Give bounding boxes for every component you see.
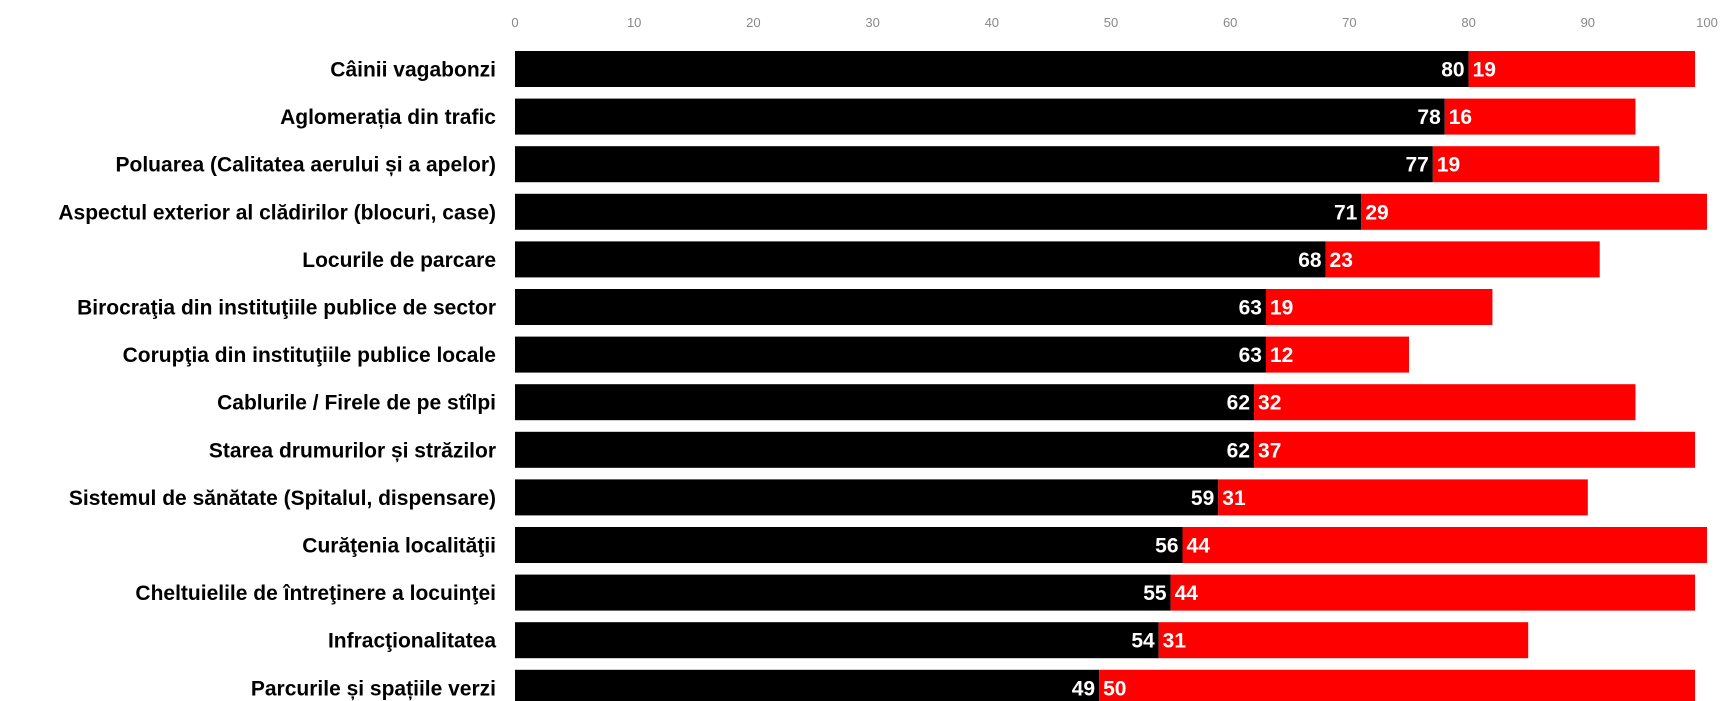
category-label: Aspectul exterior al clădirilor (blocuri… bbox=[58, 201, 496, 224]
x-tick-label: 20 bbox=[746, 15, 760, 30]
data-label: 23 bbox=[1330, 249, 1353, 272]
bar-segment-red bbox=[1099, 670, 1695, 701]
bar-segment-black bbox=[515, 289, 1266, 325]
data-label: 77 bbox=[1405, 154, 1428, 177]
data-label: 29 bbox=[1365, 201, 1388, 224]
bar-segment-black bbox=[515, 99, 1445, 135]
bar-segment-red bbox=[1254, 432, 1695, 468]
bar-segment-red bbox=[1218, 479, 1588, 515]
category-label: Cheltuielile de întreţinere a locuinţei bbox=[135, 582, 496, 605]
data-label: 19 bbox=[1437, 154, 1460, 177]
bar-segment-red bbox=[1361, 194, 1707, 230]
category-label: Parcurile și spațiile verzi bbox=[251, 677, 496, 700]
data-label: 19 bbox=[1270, 297, 1293, 320]
x-tick-label: 0 bbox=[511, 15, 518, 30]
data-label: 31 bbox=[1163, 630, 1187, 653]
data-label: 80 bbox=[1441, 59, 1464, 82]
x-tick-label: 90 bbox=[1581, 15, 1595, 30]
bar-segment-black bbox=[515, 241, 1326, 277]
data-label: 63 bbox=[1239, 297, 1262, 320]
category-label: Curăţenia localităţii bbox=[302, 535, 496, 558]
bars: 80 19 78 16 77 19 71 29 68 23 63 19 63 12 62 32 62 37 59 31… bbox=[515, 51, 1707, 701]
data-label: 78 bbox=[1417, 106, 1441, 129]
category-label: Aglomerația din trafic bbox=[280, 106, 496, 129]
x-tick-label: 10 bbox=[627, 15, 641, 30]
data-label: 32 bbox=[1258, 392, 1281, 415]
data-label: 68 bbox=[1298, 249, 1322, 272]
data-label: 50 bbox=[1103, 677, 1126, 700]
category-label: Câinii vagabonzi bbox=[330, 59, 496, 82]
category-labels: Câinii vagabonzi Aglomerația din trafic Po… bbox=[58, 59, 496, 701]
bar-segment-black bbox=[515, 670, 1099, 701]
category-label: Corupţia din instituţiile publice locale bbox=[123, 344, 496, 367]
data-label: 62 bbox=[1227, 392, 1250, 415]
category-label: Infracţionalitatea bbox=[328, 630, 496, 653]
data-label: 71 bbox=[1334, 201, 1358, 224]
x-tick-label: 60 bbox=[1223, 15, 1237, 30]
data-label: 62 bbox=[1227, 439, 1250, 462]
data-label: 54 bbox=[1131, 630, 1155, 653]
bar-segment-red bbox=[1469, 51, 1695, 87]
bar-segment-red bbox=[1254, 384, 1635, 420]
data-label: 44 bbox=[1187, 535, 1211, 558]
data-label: 12 bbox=[1270, 344, 1293, 367]
bar-segment-black bbox=[515, 194, 1361, 230]
x-tick-label: 30 bbox=[865, 15, 879, 30]
x-tick-label: 80 bbox=[1461, 15, 1475, 30]
data-label: 16 bbox=[1449, 106, 1472, 129]
data-label: 49 bbox=[1072, 677, 1095, 700]
data-label: 37 bbox=[1258, 439, 1281, 462]
bar-segment-red bbox=[1183, 527, 1707, 563]
category-label: Cablurile / Firele de pe stîlpi bbox=[217, 392, 496, 415]
bar-segment-red bbox=[1326, 241, 1600, 277]
data-label: 63 bbox=[1239, 344, 1262, 367]
bar-segment-red bbox=[1266, 289, 1492, 325]
bar-segment-red bbox=[1445, 99, 1636, 135]
data-label: 59 bbox=[1191, 487, 1214, 510]
bar-segment-black bbox=[515, 575, 1171, 611]
bar-segment-black bbox=[515, 51, 1469, 87]
x-tick-label: 40 bbox=[985, 15, 999, 30]
bar-segment-black bbox=[515, 622, 1159, 658]
data-label: 19 bbox=[1473, 59, 1496, 82]
x-axis: 0 10 20 30 40 50 60 70 80 90 100 bbox=[511, 15, 1717, 30]
data-label: 56 bbox=[1155, 535, 1178, 558]
category-label: Locurile de parcare bbox=[302, 249, 496, 272]
category-label: Sistemul de sănătate (Spitalul, dispensa… bbox=[69, 487, 496, 510]
bar-segment-red bbox=[1433, 146, 1659, 182]
data-label: 55 bbox=[1143, 582, 1167, 605]
data-label: 31 bbox=[1222, 487, 1246, 510]
bar-segment-black bbox=[515, 337, 1266, 373]
bar-segment-red bbox=[1171, 575, 1695, 611]
bar-segment-black bbox=[515, 527, 1183, 563]
category-label: Poluarea (Calitatea aerului și a apelor) bbox=[116, 154, 496, 177]
x-tick-label: 70 bbox=[1342, 15, 1356, 30]
category-label: Starea drumurilor și străzilor bbox=[209, 439, 496, 462]
bar-segment-black bbox=[515, 479, 1218, 515]
data-label: 44 bbox=[1175, 582, 1199, 605]
x-tick-label: 50 bbox=[1104, 15, 1118, 30]
bar-segment-red bbox=[1159, 622, 1529, 658]
bar-segment-black bbox=[515, 384, 1254, 420]
bar-segment-black bbox=[515, 432, 1254, 468]
bar-segment-black bbox=[515, 146, 1433, 182]
category-label: Birocraţia din instituţiile publice de s… bbox=[77, 297, 496, 320]
x-tick-label: 100 bbox=[1696, 15, 1718, 30]
